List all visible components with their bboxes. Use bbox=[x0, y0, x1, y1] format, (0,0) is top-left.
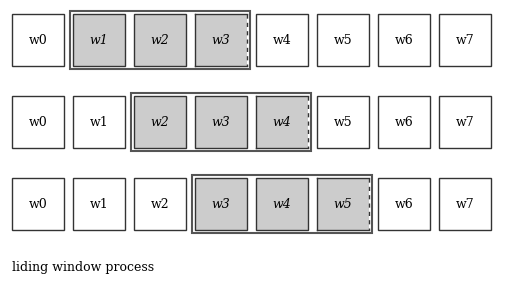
Text: w3: w3 bbox=[212, 116, 230, 128]
Bar bbox=[131, 93, 311, 151]
Bar bbox=[12, 96, 64, 148]
Text: w7: w7 bbox=[456, 34, 475, 47]
Text: w5: w5 bbox=[334, 197, 352, 210]
Bar bbox=[73, 14, 125, 66]
Bar bbox=[317, 96, 369, 148]
Text: w6: w6 bbox=[395, 34, 413, 47]
Text: liding window process: liding window process bbox=[12, 261, 154, 274]
Bar bbox=[134, 14, 186, 66]
Bar bbox=[73, 96, 125, 148]
Text: w2: w2 bbox=[151, 34, 169, 47]
Text: w7: w7 bbox=[456, 116, 475, 128]
Bar bbox=[134, 96, 186, 148]
Text: w0: w0 bbox=[29, 34, 47, 47]
Text: w5: w5 bbox=[334, 116, 352, 128]
Bar bbox=[195, 96, 247, 148]
Text: w3: w3 bbox=[212, 197, 230, 210]
Bar bbox=[439, 14, 491, 66]
Bar bbox=[317, 14, 369, 66]
Bar bbox=[195, 178, 247, 230]
Text: w2: w2 bbox=[151, 197, 169, 210]
Bar bbox=[192, 175, 372, 233]
Text: w1: w1 bbox=[89, 34, 109, 47]
Text: w3: w3 bbox=[212, 34, 230, 47]
Text: w0: w0 bbox=[29, 116, 47, 128]
Bar bbox=[256, 178, 308, 230]
Text: w4: w4 bbox=[272, 116, 292, 128]
Text: w6: w6 bbox=[395, 197, 413, 210]
Bar bbox=[134, 178, 186, 230]
Text: w1: w1 bbox=[89, 116, 109, 128]
Text: w6: w6 bbox=[395, 116, 413, 128]
Bar bbox=[378, 14, 430, 66]
Bar bbox=[256, 14, 308, 66]
Bar bbox=[12, 178, 64, 230]
Bar bbox=[12, 14, 64, 66]
Bar bbox=[439, 96, 491, 148]
Bar bbox=[256, 96, 308, 148]
Bar bbox=[378, 178, 430, 230]
Bar bbox=[73, 178, 125, 230]
Bar bbox=[378, 96, 430, 148]
Text: w0: w0 bbox=[29, 197, 47, 210]
Text: w5: w5 bbox=[334, 34, 352, 47]
Bar bbox=[317, 178, 369, 230]
Text: w7: w7 bbox=[456, 197, 475, 210]
Bar bbox=[195, 14, 247, 66]
Text: w1: w1 bbox=[89, 197, 109, 210]
Text: w4: w4 bbox=[272, 197, 292, 210]
Text: w2: w2 bbox=[151, 116, 169, 128]
Text: w4: w4 bbox=[272, 34, 292, 47]
Bar bbox=[70, 11, 250, 69]
Bar bbox=[439, 178, 491, 230]
